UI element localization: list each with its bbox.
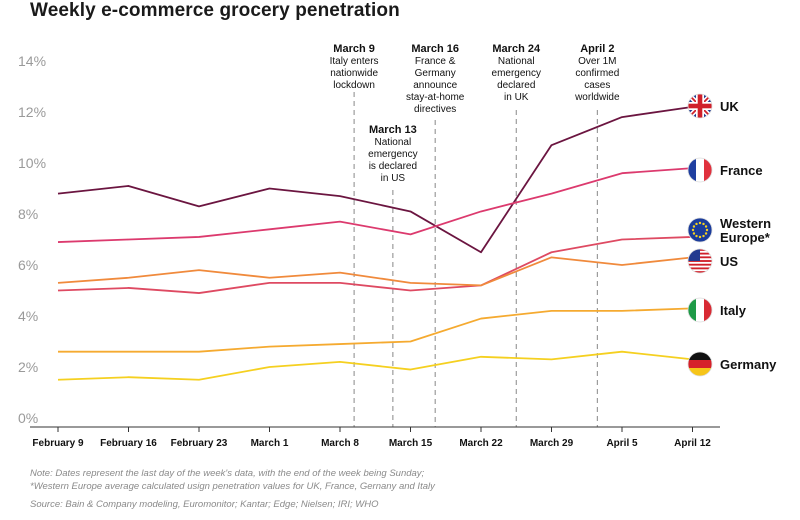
x-tick-label: March 22: [459, 438, 503, 449]
chart-title: Weekly e-commerce grocery penetration: [30, 0, 400, 21]
series-legend: UK France Western Europe* US Italy Germany: [687, 93, 777, 377]
series-label: US: [720, 254, 738, 269]
x-tick-label: April 5: [606, 438, 638, 449]
x-tick-label: February 16: [100, 438, 157, 449]
series-label: Italy: [720, 303, 747, 318]
x-tick-label: April 12: [674, 438, 711, 449]
annotation-label: April 2 Over 1M confirmed cases worldwide: [574, 43, 620, 103]
annotation-label: March 24 National emergency declared in UK: [492, 43, 541, 103]
x-axis-ticks: February 9 February 16 February 23 March 1 M…: [32, 427, 711, 449]
x-tick-label: February 23: [171, 438, 228, 449]
y-tick-label: 2%: [18, 359, 38, 375]
series-line-uk: [57, 106, 693, 254]
series-line-germany: [57, 350, 693, 381]
y-tick-label: 8%: [18, 206, 38, 222]
series-line-italy: [58, 307, 693, 353]
eu-flag-icon: [687, 217, 713, 243]
us-flag-icon: [687, 248, 713, 274]
y-tick-label: 6%: [18, 257, 38, 273]
italy-flag-icon: [687, 297, 713, 323]
y-tick-label: 4%: [18, 308, 38, 324]
x-tick-label: March 1: [251, 438, 289, 449]
footnote-line-1: Note: Dates represent the last day of th…: [30, 468, 425, 479]
series-line-us: [57, 256, 693, 287]
annotation-lines: [353, 92, 598, 427]
y-tick-label: 14%: [18, 53, 46, 69]
x-tick-label: March 15: [389, 438, 433, 449]
series-label: Western Europe*: [720, 216, 771, 245]
y-axis-ticks: 0% 2% 4% 6% 8% 10% 12% 14%: [18, 53, 46, 426]
series-line-western-europe: [57, 236, 693, 294]
source-note: Source: Bain & Company modeling, Euromon…: [30, 499, 379, 510]
y-tick-label: 12%: [18, 104, 46, 120]
annotation-label: March 13 National emergency is declared in U…: [368, 124, 417, 184]
france-flag-icon: [687, 157, 713, 183]
annotation-label: March 16 France & Germany announce stay-at-h…: [406, 43, 465, 115]
series-label: France: [720, 163, 763, 178]
x-tick-label: March 29: [530, 438, 574, 449]
y-tick-label: 10%: [18, 155, 46, 171]
y-tick-label: 0%: [18, 410, 38, 426]
series-line-france: [57, 167, 693, 243]
footnote-line-2: *Western Europe average calculated usign…: [30, 481, 435, 492]
x-tick-label: March 8: [321, 438, 359, 449]
uk-flag-icon: [687, 93, 713, 119]
series-lines: [57, 106, 693, 381]
annotation-label: March 9 Italy enters nationwide lockdown: [330, 43, 379, 91]
germany-flag-icon: [687, 351, 713, 377]
series-label: Germany: [720, 357, 777, 372]
x-tick-label: February 9: [32, 438, 84, 449]
series-label: UK: [720, 99, 739, 114]
annotation-labels: March 9 Italy enters nationwide lockdown Mar…: [330, 43, 620, 184]
